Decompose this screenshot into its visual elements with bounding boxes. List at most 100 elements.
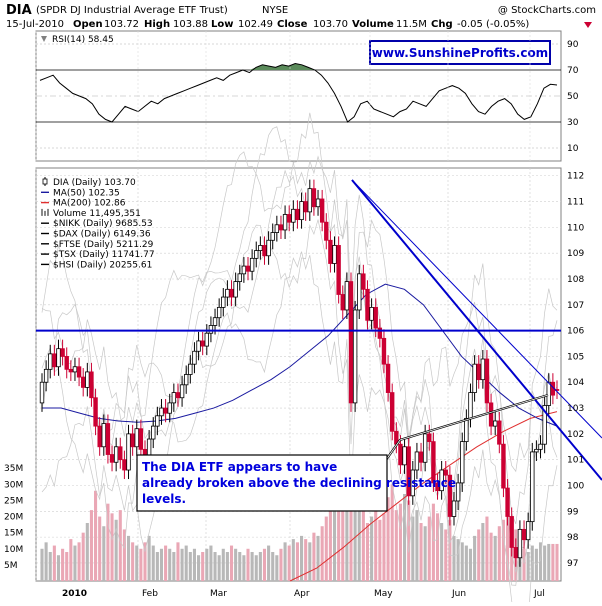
candle-body <box>542 405 547 445</box>
time-tick-label: Jul <box>533 589 545 599</box>
price-tick-label: 97 <box>567 559 578 569</box>
candle-body <box>431 441 436 484</box>
rsi-tick-label: 30 <box>567 118 579 128</box>
price-tick-label: 107 <box>567 301 584 311</box>
price-tick-label: 112 <box>567 172 584 182</box>
legend-swatch <box>47 208 49 216</box>
volume-bar <box>423 526 427 581</box>
candle-body <box>455 482 461 502</box>
volume-bar <box>551 543 555 581</box>
volume-bar <box>122 529 126 581</box>
price-tick-label: 110 <box>567 223 584 233</box>
volume-bar <box>382 513 386 581</box>
volume-bar <box>398 503 402 581</box>
down-arrow-icon <box>584 22 592 28</box>
volume-bar <box>213 552 217 581</box>
volume-bar <box>357 490 361 581</box>
candle-body <box>291 208 296 223</box>
candle-body <box>262 245 267 257</box>
low-label: Low <box>211 19 233 30</box>
open-value: 103.72 <box>104 19 139 30</box>
volume-bar <box>538 542 543 581</box>
time-tick-label: Feb <box>142 589 158 599</box>
volume-bar <box>69 539 73 581</box>
candle-body <box>505 487 510 517</box>
candle-body <box>155 415 160 427</box>
candle-body <box>357 273 362 311</box>
volume-bar <box>94 490 98 581</box>
candle-body <box>336 245 341 295</box>
candle-body <box>492 420 498 427</box>
candle-body <box>200 340 205 347</box>
candle-body <box>472 363 477 393</box>
volume-tick-label: 15M <box>4 529 23 539</box>
candle-body <box>307 188 312 213</box>
candle-body <box>270 232 275 241</box>
candle-body <box>361 273 366 290</box>
volume-bar <box>555 543 559 581</box>
volume-bar <box>135 545 139 581</box>
rsi-line <box>39 62 558 123</box>
volume-bar <box>489 532 493 581</box>
price-tick-label: 98 <box>567 533 579 543</box>
candle-body <box>278 224 284 231</box>
volume-bar <box>56 555 61 581</box>
volume-bar <box>98 516 102 581</box>
volume-bar <box>250 552 254 581</box>
volume-bar <box>332 500 337 581</box>
volume-bar <box>295 542 299 581</box>
volume-bar <box>485 516 489 581</box>
chart-header: DIA (SPDR DJ Industrial Average ETF Trus… <box>6 3 596 30</box>
volume-bar <box>225 552 229 581</box>
high-label: High <box>144 19 170 30</box>
annotation-text: The DIA ETF appears to have already brok… <box>142 460 460 506</box>
volume-bar <box>378 519 382 581</box>
legend-swatch <box>41 208 43 216</box>
legend-entry: MA(50) 102.35 <box>53 188 120 198</box>
volume-bar <box>448 519 452 581</box>
price-tick-label: 109 <box>567 249 584 259</box>
candle-body <box>192 350 197 365</box>
volume-bars <box>40 465 559 581</box>
candle-body <box>274 224 280 233</box>
volume-bar <box>262 548 267 581</box>
volume-bar <box>164 545 168 581</box>
close-value: 103.70 <box>313 19 348 30</box>
volume-bar <box>275 555 279 581</box>
rsi-tick-label: 90 <box>567 40 579 50</box>
candle-body <box>513 547 518 559</box>
candle-body <box>517 528 523 559</box>
upper-resistance-line <box>351 179 602 439</box>
volume-bar <box>543 545 547 581</box>
rsi-tick-label: 50 <box>567 92 579 102</box>
volume-bar <box>526 552 530 581</box>
volume-bar <box>172 552 176 581</box>
time-tick-label: Mar <box>210 589 227 599</box>
volume-bar <box>460 542 464 581</box>
candle-body <box>315 198 321 208</box>
candle-body <box>439 469 444 492</box>
ticker-symbol: DIA <box>6 3 32 18</box>
candle-body <box>538 443 543 450</box>
candle-body <box>381 337 387 365</box>
volume-bar <box>85 523 89 581</box>
volume-bar <box>118 510 122 581</box>
volume-bar <box>522 548 526 581</box>
volume-bar <box>73 545 77 581</box>
volume-bar <box>279 548 283 581</box>
candle-body <box>163 407 168 414</box>
legend-entry: DIA (Daily) 103.70 <box>53 178 136 188</box>
candle-body <box>109 454 115 463</box>
volume-bar <box>188 552 192 581</box>
volume-bar <box>473 535 477 581</box>
volume-bar <box>242 555 246 581</box>
time-tick-label: Apr <box>294 589 310 599</box>
candle-body <box>196 340 201 352</box>
volume-bar <box>477 529 481 581</box>
volume-bar <box>114 519 118 581</box>
price-candles <box>39 179 560 567</box>
legend-entry: $FTSE (Daily) 5211.29 <box>53 240 154 250</box>
volume-tick-label: 5M <box>4 561 18 571</box>
